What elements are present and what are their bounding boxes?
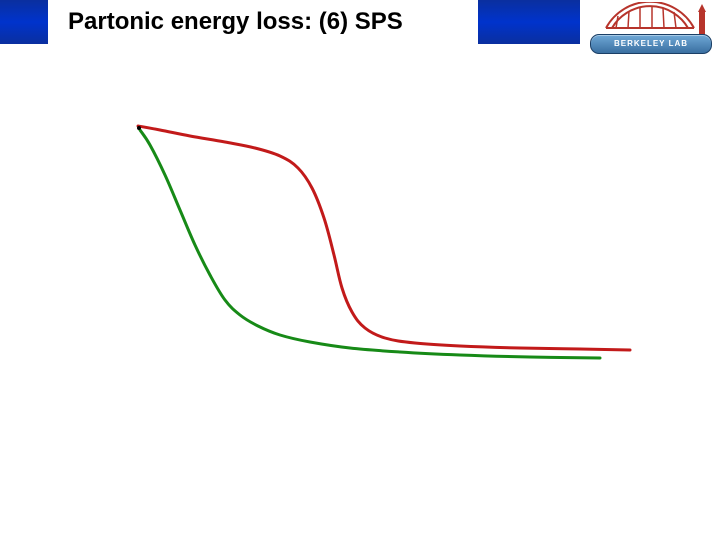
lab-badge: BERKELEY LAB: [590, 34, 712, 54]
title-bar: Partonic energy loss: (6) SPS: [0, 0, 580, 44]
series-red: [138, 126, 630, 350]
origin-marker: [137, 126, 141, 130]
page-title: Partonic energy loss: (6) SPS: [0, 8, 403, 36]
chart-svg: [80, 90, 640, 410]
lab-logo: BERKELEY LAB: [586, 0, 714, 56]
dome-icon: [604, 2, 696, 30]
series-green: [140, 130, 600, 358]
energy-loss-chart: [80, 90, 640, 410]
